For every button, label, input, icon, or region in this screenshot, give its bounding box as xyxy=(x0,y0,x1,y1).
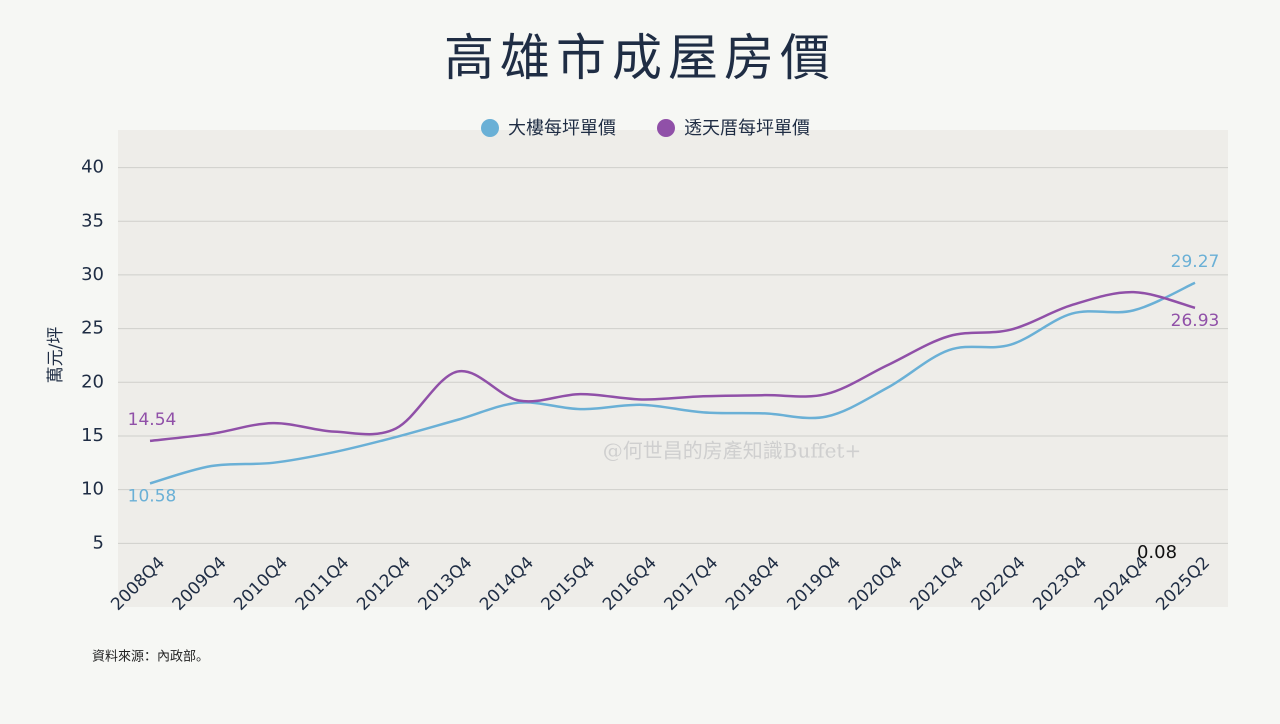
data-label: 26.93 xyxy=(1171,311,1220,331)
y-tick-label: 25 xyxy=(81,318,104,339)
y-tick-label: 30 xyxy=(81,264,104,285)
legend-label: 大樓每坪單價 xyxy=(508,118,616,139)
line xyxy=(149,290,1196,443)
y-axis-label: 萬元/坪 xyxy=(46,327,66,384)
legend-marker xyxy=(481,119,499,137)
y-tick-label: 40 xyxy=(81,157,104,178)
line xyxy=(149,281,1196,485)
data-label: 10.58 xyxy=(128,486,177,506)
watermark: @何世昌的房產知識Buffet+ xyxy=(603,439,861,463)
chart-title: 高雄市成屋房價 xyxy=(444,29,836,87)
y-tick-label: 20 xyxy=(81,371,104,392)
legend-marker xyxy=(657,119,675,137)
y-tick-label: 10 xyxy=(81,479,104,500)
y-tick-label: 5 xyxy=(93,532,104,553)
source-note: 資料來源：內政部。 xyxy=(92,650,209,665)
legend-label: 透天厝每坪單價 xyxy=(684,118,810,139)
y-tick-label: 15 xyxy=(81,425,104,446)
annotation: 0.08 xyxy=(1137,542,1177,563)
plot-area xyxy=(118,130,1228,607)
y-tick-label: 35 xyxy=(81,210,104,231)
data-label: 14.54 xyxy=(128,410,177,430)
data-label: 29.27 xyxy=(1171,252,1220,272)
